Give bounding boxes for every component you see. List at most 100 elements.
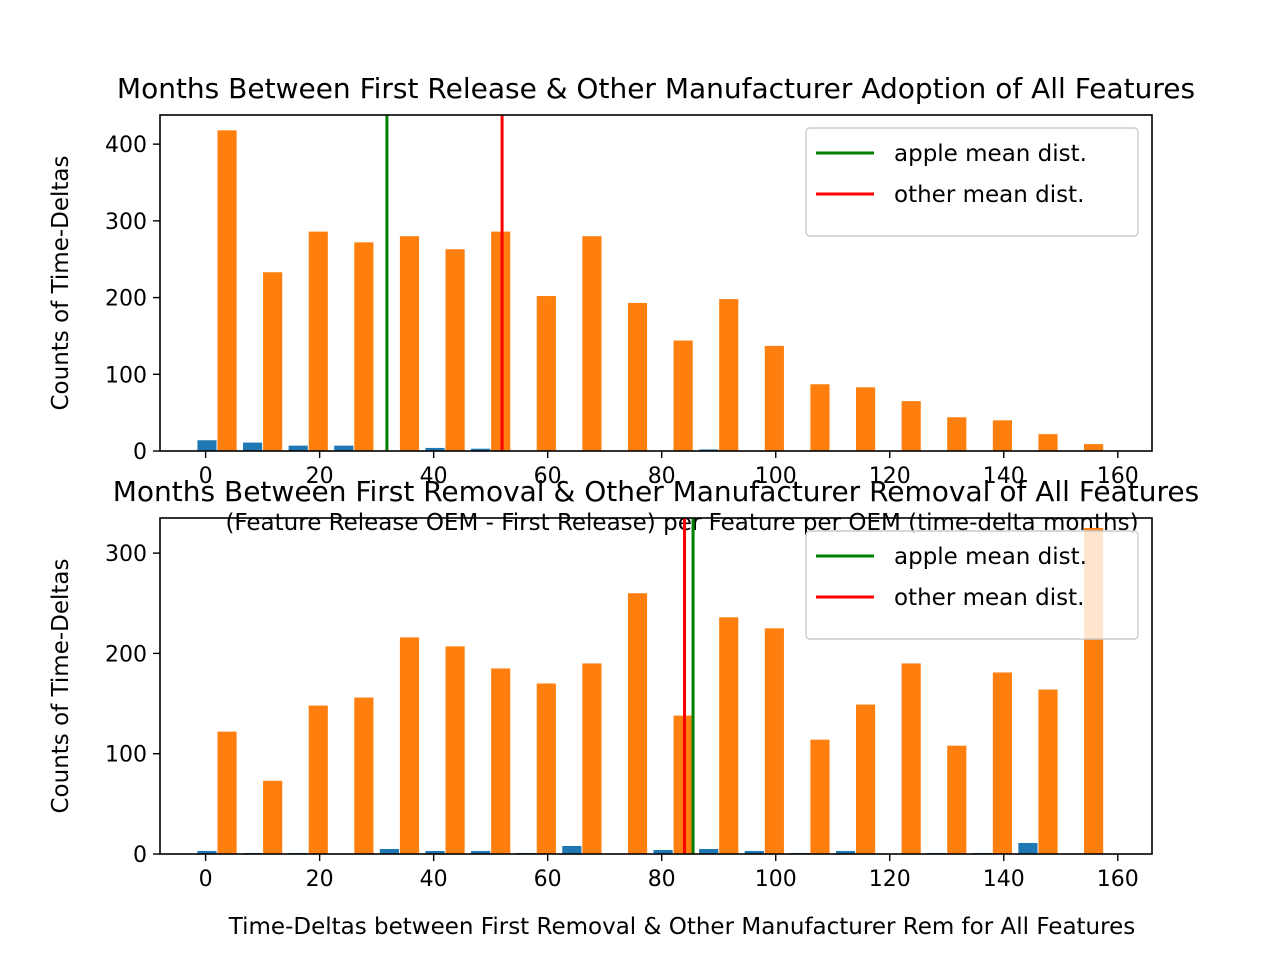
bar-other-9	[627, 593, 648, 854]
bar-apple-11	[699, 848, 719, 854]
bar-apple-0	[197, 850, 217, 854]
y-tick-label: 0	[133, 440, 147, 465]
bar-apple-6	[471, 448, 491, 451]
bar-apple-12	[744, 850, 764, 854]
bar-other-7	[536, 683, 556, 854]
legend-label-other: other mean dist.	[894, 585, 1084, 611]
legend-box	[805, 127, 1139, 237]
y-tick-label: 100	[105, 743, 147, 768]
legend-label-apple: apple mean dist.	[894, 544, 1087, 570]
bar-apple-10	[653, 849, 673, 854]
x-tick-label: 160	[1097, 867, 1139, 892]
x-tick-label: 20	[306, 867, 334, 892]
bar-other-12	[764, 345, 784, 451]
bar-apple-18	[1018, 842, 1038, 854]
plot-area	[197, 115, 1104, 451]
bar-apple-4	[379, 848, 399, 854]
x-tick-label: 100	[755, 867, 797, 892]
y-tick-label: 400	[105, 133, 147, 158]
chart-title: Months Between First Release & Other Man…	[117, 72, 1195, 105]
bar-other-17	[992, 672, 1012, 854]
bar-other-15	[901, 401, 921, 451]
bar-other-14	[855, 387, 876, 451]
chart-title: Months Between First Removal & Other Man…	[113, 475, 1199, 508]
bar-apple-8	[562, 845, 582, 854]
bar-other-18	[1038, 689, 1058, 854]
chart-removal: 0 20 40 60 80 100 120 140 160 0 100 200 300 Time-Delt…	[48, 475, 1199, 940]
bar-apple-14	[835, 850, 856, 854]
bar-other-11	[719, 617, 739, 854]
bar-apple-5	[425, 850, 445, 854]
y-tick-label: 200	[105, 287, 147, 312]
x-axis-label: Time-Deltas between First Removal & Othe…	[228, 914, 1135, 940]
y-axis-label: Counts of Time-Deltas	[48, 155, 74, 410]
bar-other-16	[947, 417, 967, 451]
bar-other-10	[673, 340, 693, 451]
bar-other-9	[627, 302, 648, 451]
bar-other-13	[810, 384, 830, 451]
bar-other-4	[399, 637, 420, 854]
y-axis-label: Counts of Time-Deltas	[48, 558, 74, 813]
x-tick-label: 160	[1097, 464, 1139, 489]
bar-apple-1	[243, 442, 263, 451]
chart-adoption: 0 20 40 60 80 100 120 140 1600100200300400(Featu…	[48, 72, 1195, 536]
x-tick-label: 0	[199, 867, 213, 892]
x-tick-label: 40	[420, 464, 448, 489]
bar-other-0	[217, 731, 237, 854]
x-tick-label: 120	[869, 464, 911, 489]
bar-other-14	[855, 704, 876, 854]
bar-other-8	[582, 236, 602, 451]
bar-other-12	[764, 628, 784, 854]
bar-other-2	[308, 705, 328, 854]
bar-other-16	[947, 745, 967, 854]
x-tick-label: 120	[869, 867, 911, 892]
bar-apple-6	[471, 850, 491, 854]
bar-other-4	[399, 236, 420, 451]
axes-frame	[159, 517, 1153, 855]
x-tick-label: 140	[983, 464, 1025, 489]
x-tick-label: 60	[534, 464, 562, 489]
legend-box	[805, 530, 1139, 640]
bar-other-18	[1038, 434, 1058, 451]
bar-other-6	[491, 668, 511, 854]
bar-other-5	[445, 646, 465, 854]
bar-apple-5	[425, 447, 445, 451]
bar-other-17	[992, 420, 1012, 451]
x-tick-label: 60	[534, 867, 562, 892]
bar-other-11	[719, 299, 739, 451]
bar-other-15	[901, 663, 921, 854]
plot-area	[197, 518, 1104, 854]
x-tick-label: 80	[648, 464, 676, 489]
bar-other-3	[354, 697, 374, 854]
legend-label-other: other mean dist.	[894, 182, 1084, 208]
x-tick-label: 140	[983, 867, 1025, 892]
y-tick-label: 300	[105, 542, 147, 567]
bar-apple-0	[197, 440, 217, 451]
y-tick-label: 100	[105, 363, 147, 388]
axes-frame	[159, 114, 1153, 452]
legend-label-apple: apple mean dist.	[894, 141, 1087, 167]
bar-apple-3	[334, 445, 354, 451]
y-tick-label: 300	[105, 210, 147, 235]
bar-other-19	[1084, 444, 1104, 451]
x-tick-label: 20	[306, 464, 334, 489]
legend: apple mean dist. other mean dist.	[805, 530, 1139, 640]
bar-apple-2	[288, 445, 308, 451]
x-tick-label: 80	[648, 867, 676, 892]
bar-other-7	[536, 296, 556, 451]
x-tick-label: 100	[755, 464, 797, 489]
legend: apple mean dist. other mean dist.	[805, 127, 1139, 237]
x-tick-label: 0	[199, 464, 213, 489]
x-tick-label: 40	[420, 867, 448, 892]
bar-other-2	[308, 231, 328, 451]
y-tick-label: 0	[133, 843, 147, 868]
bar-other-0	[217, 130, 237, 451]
bar-other-3	[354, 242, 374, 451]
bar-other-13	[810, 739, 830, 854]
bar-other-8	[582, 663, 602, 854]
bar-other-1	[263, 272, 283, 451]
bar-other-1	[263, 780, 283, 854]
y-tick-label: 200	[105, 642, 147, 667]
bar-other-5	[445, 249, 465, 451]
